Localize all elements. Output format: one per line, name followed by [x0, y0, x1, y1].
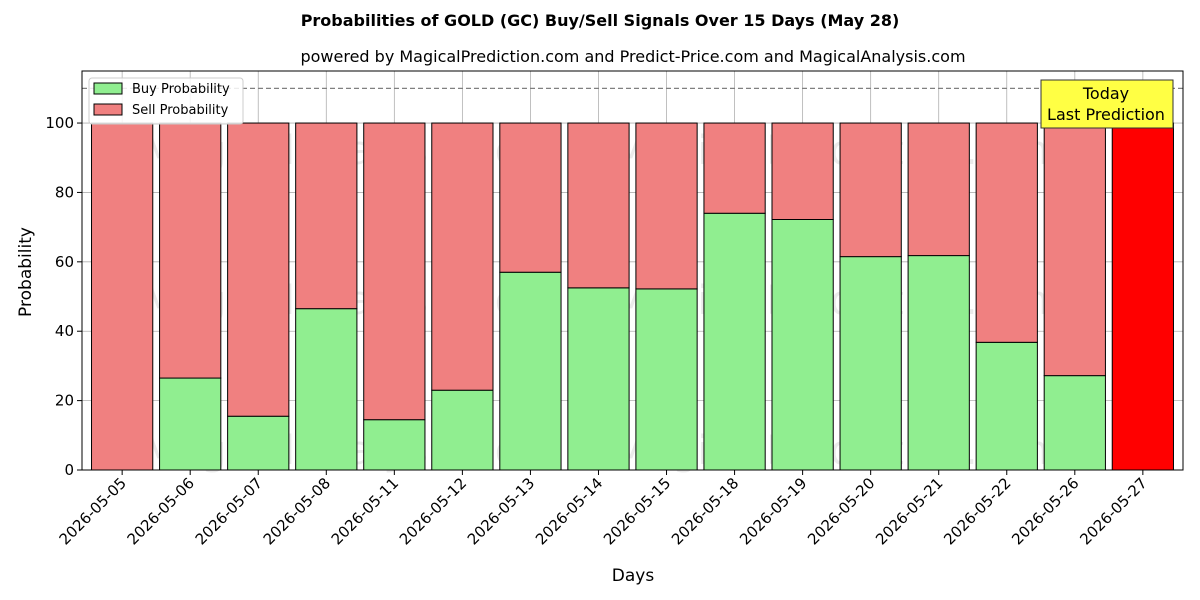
- legend: Buy Probability Sell Probability: [88, 77, 244, 125]
- sell-bar: [703, 122, 766, 214]
- plot-frame: [81, 70, 1184, 471]
- sell-bar: [295, 122, 358, 310]
- buy-bar: [771, 218, 834, 471]
- buy-bar: [1043, 375, 1106, 471]
- legend-swatch: [93, 82, 123, 95]
- sell-bar: [159, 122, 222, 379]
- legend-swatch: [93, 103, 123, 116]
- sell-bar: [91, 122, 154, 471]
- y-axis-label: Probability: [16, 227, 36, 317]
- legend-label: Sell Probability: [132, 103, 229, 118]
- annotation-text: Today: [1082, 84, 1129, 103]
- sell-bar: [1043, 122, 1106, 377]
- buy-bar: [703, 212, 766, 471]
- today-annotation: Today Last Prediction: [1040, 79, 1174, 129]
- sell-bar: [839, 122, 902, 258]
- buy-bar: [227, 415, 290, 471]
- y-tick-label: 40: [55, 322, 74, 340]
- x-axis-label: Days: [612, 566, 655, 586]
- sell-bar: [431, 122, 494, 391]
- buy-bar: [839, 256, 902, 471]
- chart-title: Probabilities of GOLD (GC) Buy/Sell Sign…: [301, 11, 900, 30]
- sell-bar: [499, 122, 562, 273]
- sell-bar: [975, 122, 1038, 343]
- sell-bar: [363, 122, 426, 421]
- sell-bar: [771, 122, 834, 220]
- bars-group: [91, 122, 1174, 471]
- annotation-text: Last Prediction: [1047, 105, 1165, 124]
- annotation-box: [1040, 79, 1174, 129]
- y-tick-label: 80: [55, 183, 74, 201]
- buy-bar: [635, 288, 698, 471]
- y-axis-ticks: 0 20 40 60 80 100: [45, 114, 82, 479]
- buy-bar: [295, 308, 358, 471]
- sell-bar: [635, 122, 698, 290]
- sell-bar: [567, 122, 630, 289]
- buy-bar: [499, 271, 562, 471]
- sell-bar: [227, 122, 290, 417]
- buy-bar: [975, 341, 1038, 471]
- y-tick-label: 20: [55, 392, 74, 410]
- buy-bar: [567, 287, 630, 471]
- legend-label: Buy Probability: [132, 82, 230, 97]
- buy-bar: [363, 419, 426, 471]
- y-tick-label: 60: [55, 253, 74, 271]
- y-tick-label: 0: [64, 461, 74, 479]
- buy-bar: [431, 389, 494, 471]
- buy-bar: [159, 377, 222, 471]
- chart-subtitle: powered by MagicalPrediction.com and Pre…: [300, 47, 965, 66]
- legend-box: [88, 77, 244, 125]
- sell-bar: [1111, 122, 1174, 471]
- y-tick-label: 100: [45, 114, 74, 132]
- sell-bar: [907, 122, 970, 257]
- buy-bar: [907, 255, 970, 471]
